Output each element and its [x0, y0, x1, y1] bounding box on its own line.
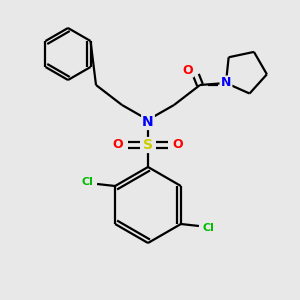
Text: Cl: Cl [81, 177, 93, 187]
Text: O: O [183, 64, 193, 76]
Text: O: O [173, 139, 183, 152]
Text: N: N [221, 79, 231, 92]
Text: N: N [142, 115, 154, 129]
Text: N: N [221, 76, 231, 89]
Text: Cl: Cl [203, 223, 215, 233]
Text: S: S [143, 138, 153, 152]
Text: O: O [113, 139, 123, 152]
Text: N: N [221, 79, 231, 92]
